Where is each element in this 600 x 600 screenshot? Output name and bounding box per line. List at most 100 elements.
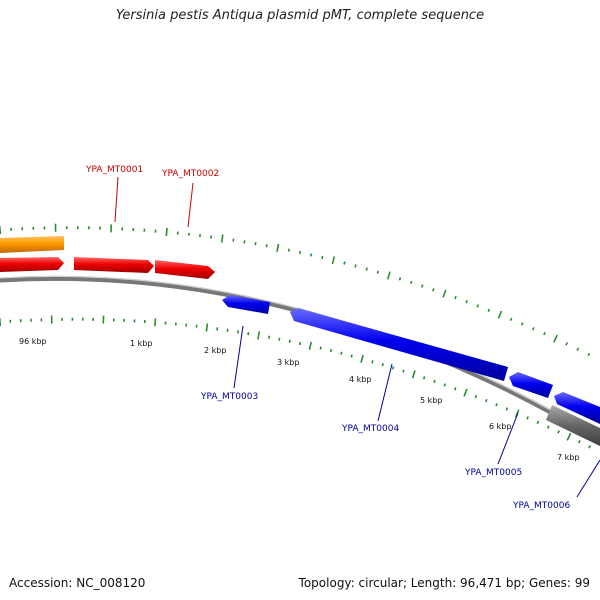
plasmid-backbone [0,275,600,443]
scale-tick [376,270,379,274]
scale-tick [546,425,550,429]
gene-arrow-ypa-mt0003[interactable] [222,295,270,314]
scale-tick [531,327,535,331]
gene-label-ypa-mt0002[interactable]: YPA_MT0002 [161,169,219,179]
scale-tick [243,240,246,244]
scale-tick [340,351,343,355]
label-line-ypa-mt0002 [187,182,194,228]
scale-tick [329,349,333,353]
gene-arrow-ypa-mt0004[interactable] [290,308,508,381]
scale-tick [420,284,424,288]
gene-arrow-ypa-mt0001[interactable] [0,257,64,272]
scale-tick [360,354,364,363]
outer-scale-ticks [0,223,591,357]
scale-tick [205,323,209,332]
gene-label-ypa-mt0003[interactable]: YPA_MT0003 [200,392,258,402]
scale-tick [463,388,468,397]
scale-tick [474,394,478,399]
scale-tick [343,261,346,265]
label-line-ypa-mt0001 [114,176,119,223]
scale-tick [505,407,509,411]
scale-label-3kbp: 3 kbp [277,358,299,367]
scale-tick [331,256,336,265]
scale-tick [267,335,270,339]
scale-tick [288,339,291,343]
scale-tick [576,347,580,351]
scale-tick [433,379,436,384]
scale-label-4kbp: 4 kbp [349,375,371,384]
scale-tick [386,271,391,280]
scale-tick [287,248,290,252]
scale-tick [232,238,235,242]
scale-tick [257,331,261,340]
scale-tick [514,409,520,418]
label-line-ypa-mt0003 [233,325,244,389]
gene-label-ypa-mt0004[interactable]: YPA_MT0004 [341,424,399,434]
scale-label-2kbp: 2 kbp [204,346,226,355]
scale-tick [432,288,435,292]
label-line-ypa-mt0006 [576,459,600,498]
label-line-ypa-mt0005 [497,412,519,465]
scale-label-5kbp: 5 kbp [420,396,442,405]
scale-tick [321,255,324,260]
gene-label-ypa-mt0006[interactable]: YPA_MT0006 [512,501,570,511]
scale-label-96kbp: 96 kbp [19,337,47,346]
scale-tick [497,310,503,319]
scale-tick [319,346,322,350]
scale-tick [278,337,281,341]
scale-tick [520,322,524,326]
scale-tick [484,398,488,403]
scale-tick [453,387,457,391]
scale-tick [247,331,250,336]
scale-tick [398,277,402,281]
scale-label-7kbp: 7 kbp [557,453,579,462]
gene-label-ypa-mt0001[interactable]: YPA_MT0001 [85,165,143,175]
scale-label-6kbp: 6 kbp [489,422,511,431]
scale-tick [543,331,546,336]
scale-tick [354,264,357,268]
plasmid-backbone-highlight [0,275,600,439]
scale-tick [465,300,468,304]
scale-tick [310,253,313,257]
gene-arrow-ypa-mt0002[interactable] [74,257,154,273]
scale-tick [220,234,224,243]
gene-arrow-ypa-mt0006[interactable] [554,392,600,424]
gene-arrow-ypa-mt0005[interactable] [509,372,553,398]
gene-arrow-ypa-mt0003-red[interactable] [155,260,215,279]
orange-feature [0,236,64,253]
scale-tick [577,440,581,444]
scale-tick [265,244,268,248]
scale-tick [566,432,572,441]
scale-tick [381,363,384,367]
scale-tick [165,227,168,237]
scale-tick [454,295,457,300]
label-line-ypa-mt0004 [377,363,393,422]
scale-tick [371,360,374,364]
scale-tick [509,317,513,322]
scale-tick [391,366,395,370]
scale-tick [236,330,239,334]
scale-tick [154,318,157,327]
scale-tick [495,403,498,407]
scale-tick [350,354,353,358]
topology-summary: Topology: circular; Length: 96,471 bp; G… [298,576,590,590]
gene-label-ypa-mt0005[interactable]: YPA_MT0005 [464,468,522,478]
scale-tick [365,267,368,271]
scale-tick [476,304,480,308]
scale-tick [298,341,302,346]
scale-tick [526,416,529,420]
scale-tick [409,280,413,285]
map-title: Yersinia pestis Antiqua plasmid pMT, com… [115,8,485,23]
scale-tick [588,445,592,449]
scale-label-1kbp: 1 kbp [130,339,152,348]
scale-tick [487,308,491,312]
scale-tick [557,430,561,434]
scale-tick [443,383,447,387]
scale-tick [276,243,280,252]
scale-tick [298,250,302,255]
scale-tick [308,341,312,350]
scale-tick [411,370,416,379]
scale-tick [402,369,405,373]
scale-tick [536,420,540,425]
